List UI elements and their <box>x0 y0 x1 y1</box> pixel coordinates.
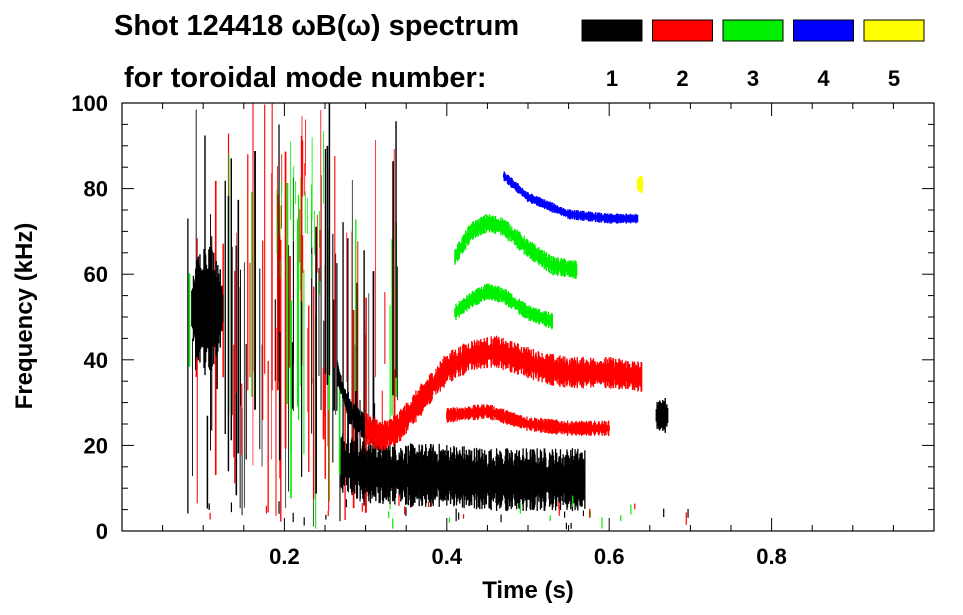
x-tick-label: 0.4 <box>432 544 463 569</box>
legend-swatch-mode-2 <box>652 19 713 42</box>
chart-subtitle: for toroidal mode number: <box>124 62 487 94</box>
legend-swatch-mode-5 <box>863 19 925 42</box>
y-axis-label: Frequency (kHz) <box>11 223 38 410</box>
x-tick-label: 0.2 <box>269 544 300 569</box>
legend-swatch-mode-1 <box>581 19 643 42</box>
x-axis-label: Time (s) <box>482 577 574 604</box>
x-tick-label: 0.8 <box>756 544 787 569</box>
y-tick-label: 20 <box>84 433 108 458</box>
legend-label-mode-5: 5 <box>888 66 900 91</box>
y-tick-label: 60 <box>84 262 108 287</box>
legend-label-mode-3: 3 <box>747 66 759 91</box>
legend-swatch-mode-4 <box>793 19 854 42</box>
y-tick-label: 0 <box>96 519 108 544</box>
chart-title: Shot 124418 ωB(ω) spectrum <box>114 10 519 42</box>
y-tick-label: 100 <box>71 91 108 116</box>
legend: 1 2 3 4 5 <box>581 19 925 91</box>
y-tick-label: 80 <box>84 177 108 202</box>
legend-label-mode-1: 1 <box>606 66 618 91</box>
plot-layer <box>187 103 689 530</box>
x-tick-label: 0.6 <box>594 544 625 569</box>
axis-ticks: 0.2 0.4 0.6 0.8 0 20 40 60 80 100 <box>71 91 934 569</box>
y-tick-label: 40 <box>84 348 108 373</box>
legend-label-mode-4: 4 <box>817 66 830 91</box>
legend-label-mode-2: 2 <box>676 66 688 91</box>
legend-swatch-mode-3 <box>722 19 784 42</box>
